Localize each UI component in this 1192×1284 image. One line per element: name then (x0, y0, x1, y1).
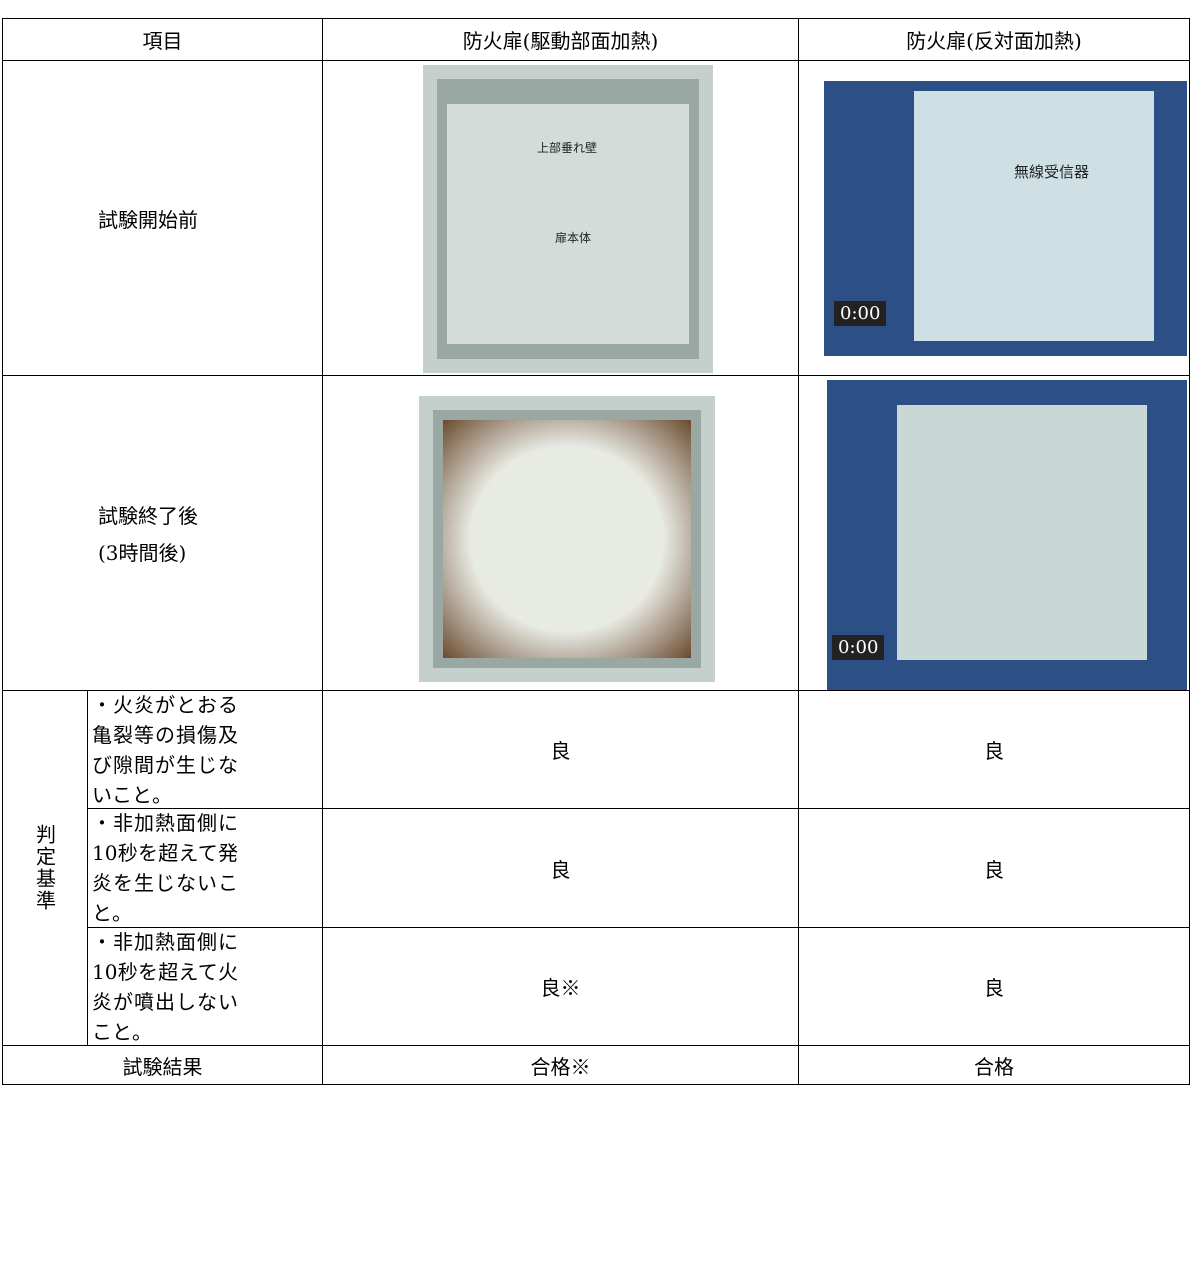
photo-cell (322, 375, 799, 691)
criteria-text: ・火炎がとおる亀裂等の損傷及び隙間が生じないこと。 (92, 692, 238, 807)
photo-cell: 0:00 (798, 375, 1190, 691)
criteria-text: 良 (550, 857, 571, 882)
header-cell: 防火扉(反対面加熱) (798, 18, 1190, 61)
photo: 上部垂れ壁 扉本体 (423, 65, 713, 373)
criteria-cell: 良 (322, 808, 799, 928)
row-label-text: (3時間後) (98, 541, 187, 565)
result-label: 試験結果 (2, 1045, 323, 1085)
photo: 0:00 (827, 380, 1187, 690)
photo (419, 396, 715, 682)
criteria-text: 良 (984, 857, 1004, 882)
photo-cell: 上部垂れ壁 扉本体 (322, 60, 799, 376)
criteria-label-text: 判定基準 (32, 824, 57, 912)
door (443, 420, 691, 658)
photo-cell: 無線受信器 0:00 (798, 60, 1190, 376)
criteria-cell: 良 (798, 690, 1190, 809)
header-text: 防火扉(駆動部面加熱) (462, 29, 659, 53)
result-cell: 合格※ (322, 1045, 799, 1085)
row-label: 試験開始前 (2, 60, 323, 376)
door (447, 104, 689, 344)
criteria-cell: ・非加熱面側に10秒を超えて火炎が噴出しないこと。 (87, 927, 323, 1046)
result-text: 合格 (974, 1054, 1014, 1079)
criteria-cell: ・非加熱面側に10秒を超えて発炎を生じないこと。 (87, 808, 323, 928)
criteria-text: ・非加熱面側に10秒を超えて発炎を生じないこと。 (92, 811, 238, 925)
result-cell: 合格 (798, 1045, 1190, 1085)
header-text: 防火扉(反対面加熱) (906, 29, 1082, 53)
photo-label: 扉本体 (555, 231, 592, 245)
result-label-text: 試験結果 (122, 1054, 203, 1079)
criteria-text: ・非加熱面側に10秒を超えて火炎が噴出しないこと。 (92, 929, 238, 1044)
door (897, 405, 1147, 660)
header-text: 項目 (142, 29, 183, 53)
criteria-cell: 良 (798, 808, 1190, 928)
photo: 無線受信器 0:00 (824, 81, 1187, 356)
criteria-label: 判定基準 (2, 690, 88, 1046)
criteria-text: 良 (984, 739, 1004, 763)
criteria-cell: 良※ (322, 927, 799, 1046)
photo-label: 0:00 (834, 301, 887, 326)
criteria-text: 良※ (540, 976, 581, 1000)
photo-label: 無線受信器 (1014, 163, 1090, 181)
criteria-cell: 良 (798, 927, 1190, 1046)
row-label-text: 試験終了後 (98, 504, 198, 528)
criteria-text: 良 (984, 976, 1004, 1000)
criteria-text: 良 (550, 739, 571, 763)
row-label-text: 試験開始前 (98, 207, 198, 232)
photo-label: 上部垂れ壁 (537, 141, 598, 155)
photo-label: 0:00 (832, 635, 885, 660)
criteria-cell: 良 (322, 690, 799, 809)
result-text: 合格※ (530, 1054, 591, 1079)
row-label: 試験終了後 (3時間後) (2, 375, 323, 691)
header-cell: 項目 (2, 18, 323, 61)
criteria-cell: ・火炎がとおる亀裂等の損傷及び隙間が生じないこと。 (87, 690, 323, 809)
door (914, 91, 1154, 341)
header-cell: 防火扉(駆動部面加熱) (322, 18, 799, 61)
